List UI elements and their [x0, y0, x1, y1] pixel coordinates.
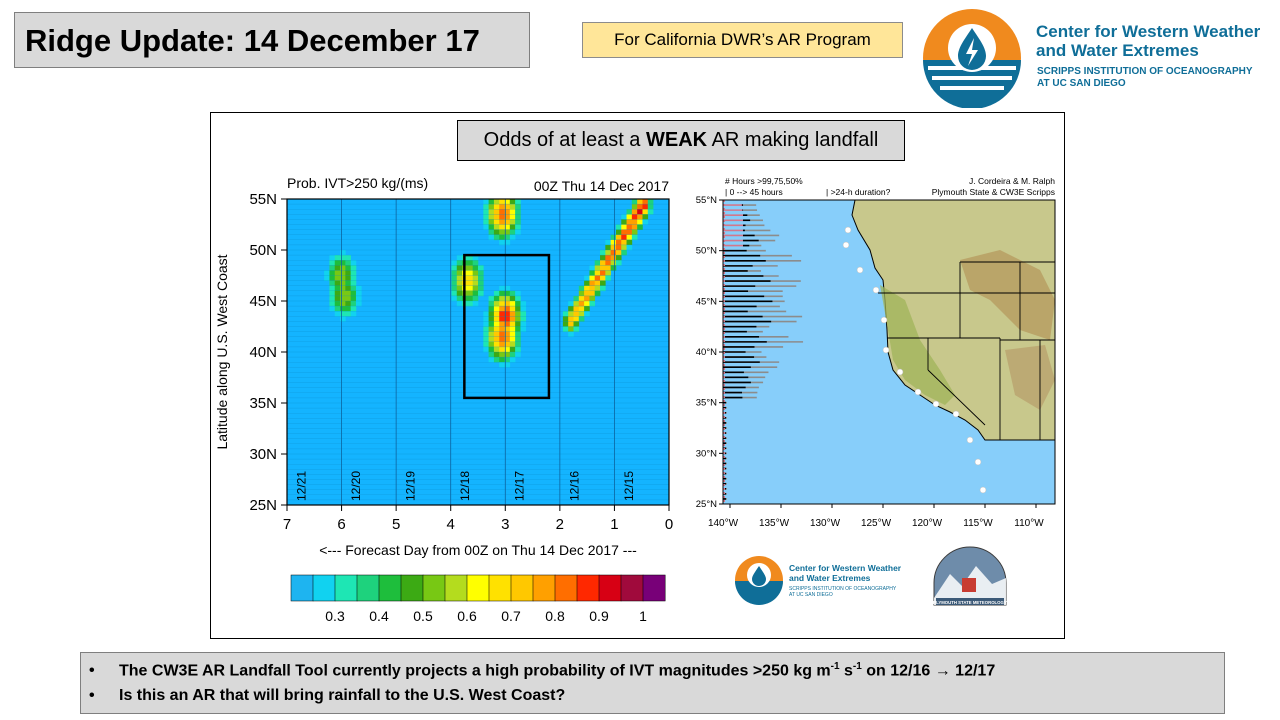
bullet-box: • The CW3E AR Landfall Tool currently pro…	[80, 652, 1225, 714]
bullet1-sup1: -1	[830, 661, 840, 672]
program-label-box: For California DWR’s AR Program	[582, 22, 903, 58]
subtitle-prefix: Odds of at least a	[483, 129, 646, 151]
logo-institution-line2: AT UC SAN DIEGO	[1037, 78, 1126, 89]
bullet2-text: Is this an AR that will bring rainfall t…	[119, 687, 566, 704]
bullet1-text: The CW3E AR Landfall Tool currently proj…	[119, 662, 831, 680]
title-box: Ridge Update: 14 December 17	[14, 12, 530, 68]
subtitle: Odds of at least a WEAK AR making landfa…	[458, 129, 904, 152]
bullet-item-1: • The CW3E AR Landfall Tool currently pro…	[89, 661, 995, 680]
subtitle-suffix: AR making landfall	[707, 129, 879, 151]
subtitle-box: Odds of at least a WEAK AR making landfa…	[457, 120, 905, 161]
subtitle-emphasis: WEAK	[646, 129, 708, 151]
logo-name-line1: Center for Western Weather	[1036, 22, 1261, 41]
bullet-item-2: • Is this an AR that will bring rainfall …	[89, 687, 565, 705]
logo-name-line2: and Water Extremes	[1036, 41, 1199, 60]
program-label: For California DWR’s AR Program	[614, 30, 871, 49]
bullet1-end: on 12/16 → 12/17	[861, 662, 996, 680]
bullet-marker: •	[89, 687, 95, 704]
page-title: Ridge Update: 14 December 17	[25, 23, 480, 58]
logo-institution-line1: SCRIPPS INSTITUTION OF OCEANOGRAPHY	[1037, 66, 1253, 77]
cw3e-logo-icon	[923, 9, 1021, 108]
bullet1-sup2: -1	[852, 661, 862, 672]
bullet-marker: •	[89, 662, 95, 680]
figure-frame	[210, 112, 1065, 639]
bullet1-mid: s	[839, 662, 853, 680]
